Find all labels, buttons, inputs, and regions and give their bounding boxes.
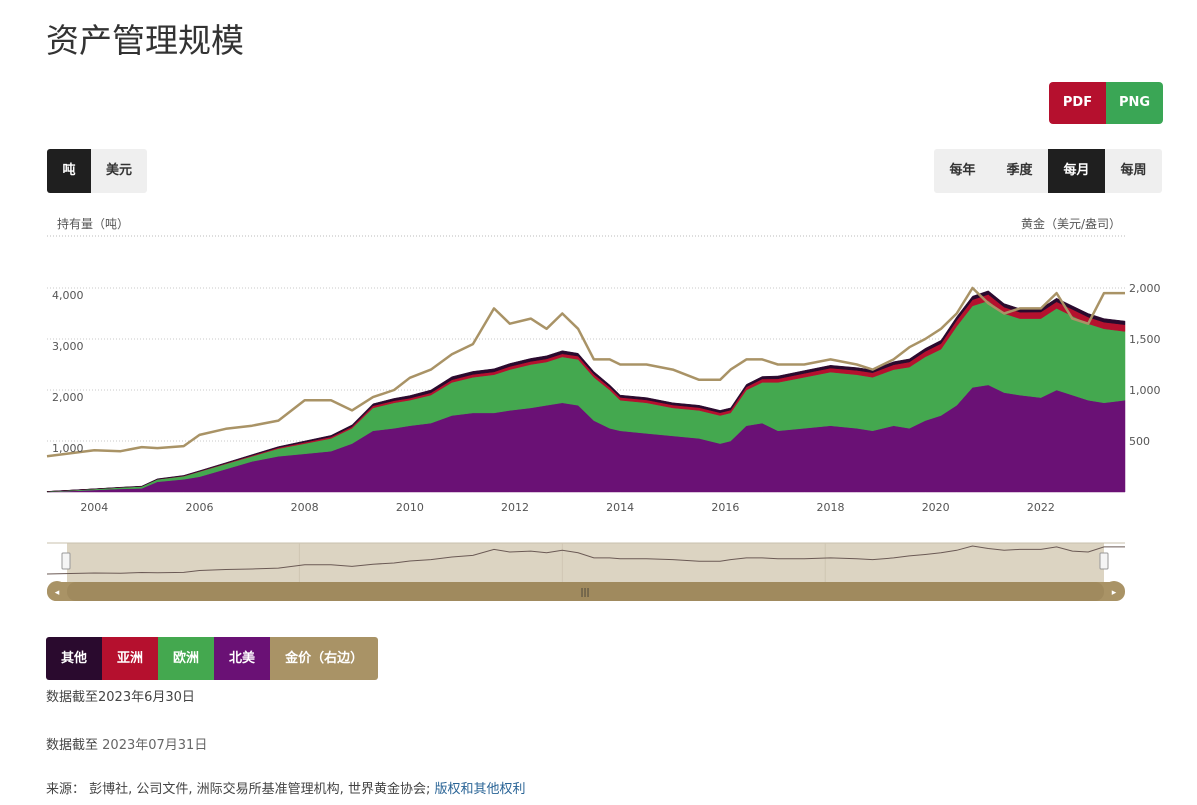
x-tick-label: 2014 [606,501,634,514]
rights-link[interactable]: 版权和其他权利 [434,782,526,797]
chevron-right-icon: ▸ [1112,588,1117,598]
left-axis-title: 持有量（吨） [57,217,130,231]
period-quarterly-button[interactable]: 季度 [1006,163,1033,178]
range-navigator: ||| ◂ ▸ [46,542,1125,601]
x-tick-label: 2006 [185,501,213,514]
export-buttons: PDF PNG [1049,82,1163,124]
unit-usd-button[interactable]: 美元 [105,163,132,178]
unit-tonnes-button[interactable]: 吨 [47,149,91,193]
period-yearly-button[interactable]: 每年 [949,163,976,178]
period-toggle: 每年 季度 每月 每周 [934,149,1162,193]
asof-label: 数据截至 [46,738,99,753]
y-tick-label: 3,000 [52,340,84,353]
y-tick-label: 4,000 [52,289,84,302]
y2-tick-label: 2,000 [1129,282,1161,295]
chart-areas [46,290,1126,493]
scroll-left-button[interactable] [47,581,67,601]
y2-tick-label: 1,000 [1129,384,1161,397]
scroll-right-button[interactable] [1104,581,1124,601]
x-tick-label: 2012 [501,501,529,514]
source-note: 来源： 彭博社, 公司文件, 洲际交易所基准管理机构, 世界黄金协会; 版权和其… [46,778,526,797]
gold-price-line [46,286,1125,458]
navigator-right-handle[interactable] [1099,552,1109,570]
x-tick-label: 2008 [291,501,319,514]
navigator-scrollbar-thumb[interactable] [67,582,1104,601]
left-axis-ticks: 1,000 2,000 3,000 4,000 [52,289,84,455]
x-tick-label: 2004 [80,501,108,514]
y-tick-label: 1,000 [52,442,84,455]
y-tick-label: 2,000 [52,391,84,404]
chart-legend: 其他 亚洲 欧洲 北美 金价（右边） [46,637,379,680]
data-asof-note-2: 数据截至 2023年07月31日 [46,734,207,753]
png-export-button[interactable]: PNG [1106,82,1163,124]
data-asof-note: 数据截至2023年6月30日 [46,690,195,705]
legend-item-gold-price[interactable]: 金价（右边） [270,637,379,680]
source-text: 彭博社, 公司文件, 洲际交易所基准管理机构, 世界黄金协会; [89,782,431,797]
scrollbar-grip-icon: ||| [580,588,589,598]
period-weekly-button[interactable]: 每周 [1120,163,1147,178]
legend-item-asia[interactable]: 亚洲 [102,637,159,680]
navigator-left-handle[interactable] [61,552,71,570]
x-tick-label: 2020 [922,501,950,514]
legend-item-other[interactable]: 其他 [46,637,103,680]
legend-item-europe[interactable]: 欧洲 [158,637,215,680]
x-tick-label: 2018 [817,501,845,514]
right-axis-title: 黄金（美元/盎司） [1020,217,1121,231]
asof-value: 2023年07月31日 [102,738,208,753]
y2-tick-label: 500 [1129,435,1150,448]
gold-price-path [46,286,1125,458]
navigator-window[interactable] [67,543,1104,583]
area-other [46,290,1126,492]
right-axis-ticks: 500 1,000 1,500 2,000 [1129,282,1161,448]
unit-toggle: 吨 美元 [47,149,147,193]
legend-item-north-america[interactable]: 北美 [214,637,271,680]
period-monthly-button[interactable]: 每月 [1048,149,1105,193]
page-title: 资产管理规模 [46,21,244,60]
chevron-left-icon: ◂ [55,588,60,598]
pdf-export-button[interactable]: PDF [1049,82,1106,124]
x-axis-ticks: 2004 2006 2008 2010 2012 2014 2016 2018 2020 2022 [80,501,1055,514]
x-tick-label: 2010 [396,501,424,514]
navigator-line [46,545,1125,575]
source-label: 来源： [46,782,86,797]
y2-tick-label: 1,500 [1129,333,1161,346]
navigator-grid [298,543,826,582]
x-tick-label: 2022 [1027,501,1055,514]
x-tick-label: 2016 [711,501,739,514]
